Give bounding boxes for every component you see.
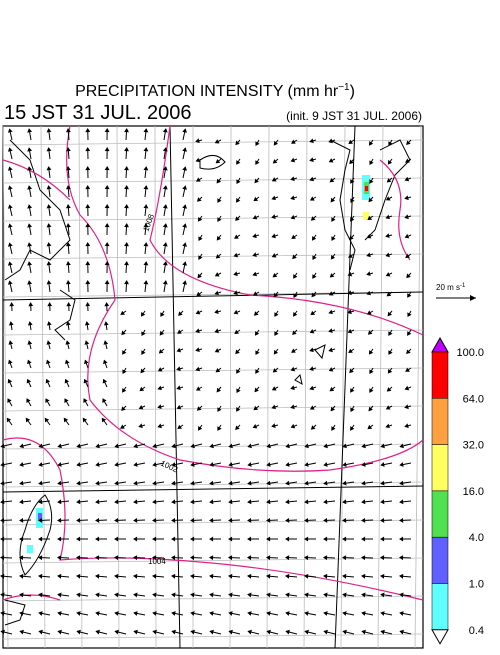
wind-arrowhead [1,463,4,466]
colorbar-label: 1.0 [469,579,484,591]
wind-scale-label: 20 m s-1 [436,283,466,292]
wind-arrowhead [1,612,4,615]
colorbar: 100.0 64.0 32.0 16.0 4.0 1.0 0.4 [432,338,484,644]
colorbar-top-triangle [432,338,448,352]
wind-scale-superscript: -1 [460,283,466,289]
colorbar-label: 16.0 [463,486,484,498]
colorbar-segment [432,584,448,630]
wind-arrowhead [1,631,4,634]
wind-arrowhead [1,556,4,559]
colorbar-segment [432,445,448,491]
wind-arrowhead [1,445,4,448]
colorbar-label: 32.0 [463,440,484,452]
colorbar-segment [432,398,448,444]
wind-arrowhead [1,500,4,503]
wind-scale: 20 m s-1 [436,283,476,301]
colorbar-segment [432,352,448,398]
colorbar-label: 100.0 [456,347,484,359]
wind-scale-text: 20 m s [436,283,460,292]
valid-time: 15 JST 31 JUL. 2006 [4,102,192,124]
colorbar-label: 4.0 [469,532,484,544]
title-superscript: −1 [338,82,350,93]
wind-arrowhead [1,575,4,578]
colorbar-bottom-triangle [432,630,448,644]
precip-area [27,545,33,553]
wind-arrowhead [1,519,4,522]
wind-arrowhead [1,482,4,485]
wind-scale-arrowhead [470,295,476,301]
init-time: (init. 9 JST 31 JUL. 2006) [286,109,422,123]
colorbar-label: 0.4 [469,625,484,637]
precip-area [365,186,368,191]
colorbar-label: 64.0 [463,393,484,405]
title: PRECIPITATION INTENSITY (mm hr−1) [75,82,355,100]
title-text: PRECIPITATION INTENSITY (mm hr [75,83,339,100]
colorbar-segment [432,537,448,583]
map-frame [3,126,423,648]
wind-arrowhead [1,593,4,596]
map: 1008 1002 1004 [1,126,423,648]
colorbar-segment [432,491,448,537]
title-close: ) [350,83,355,100]
wind-arrowhead [1,538,4,541]
